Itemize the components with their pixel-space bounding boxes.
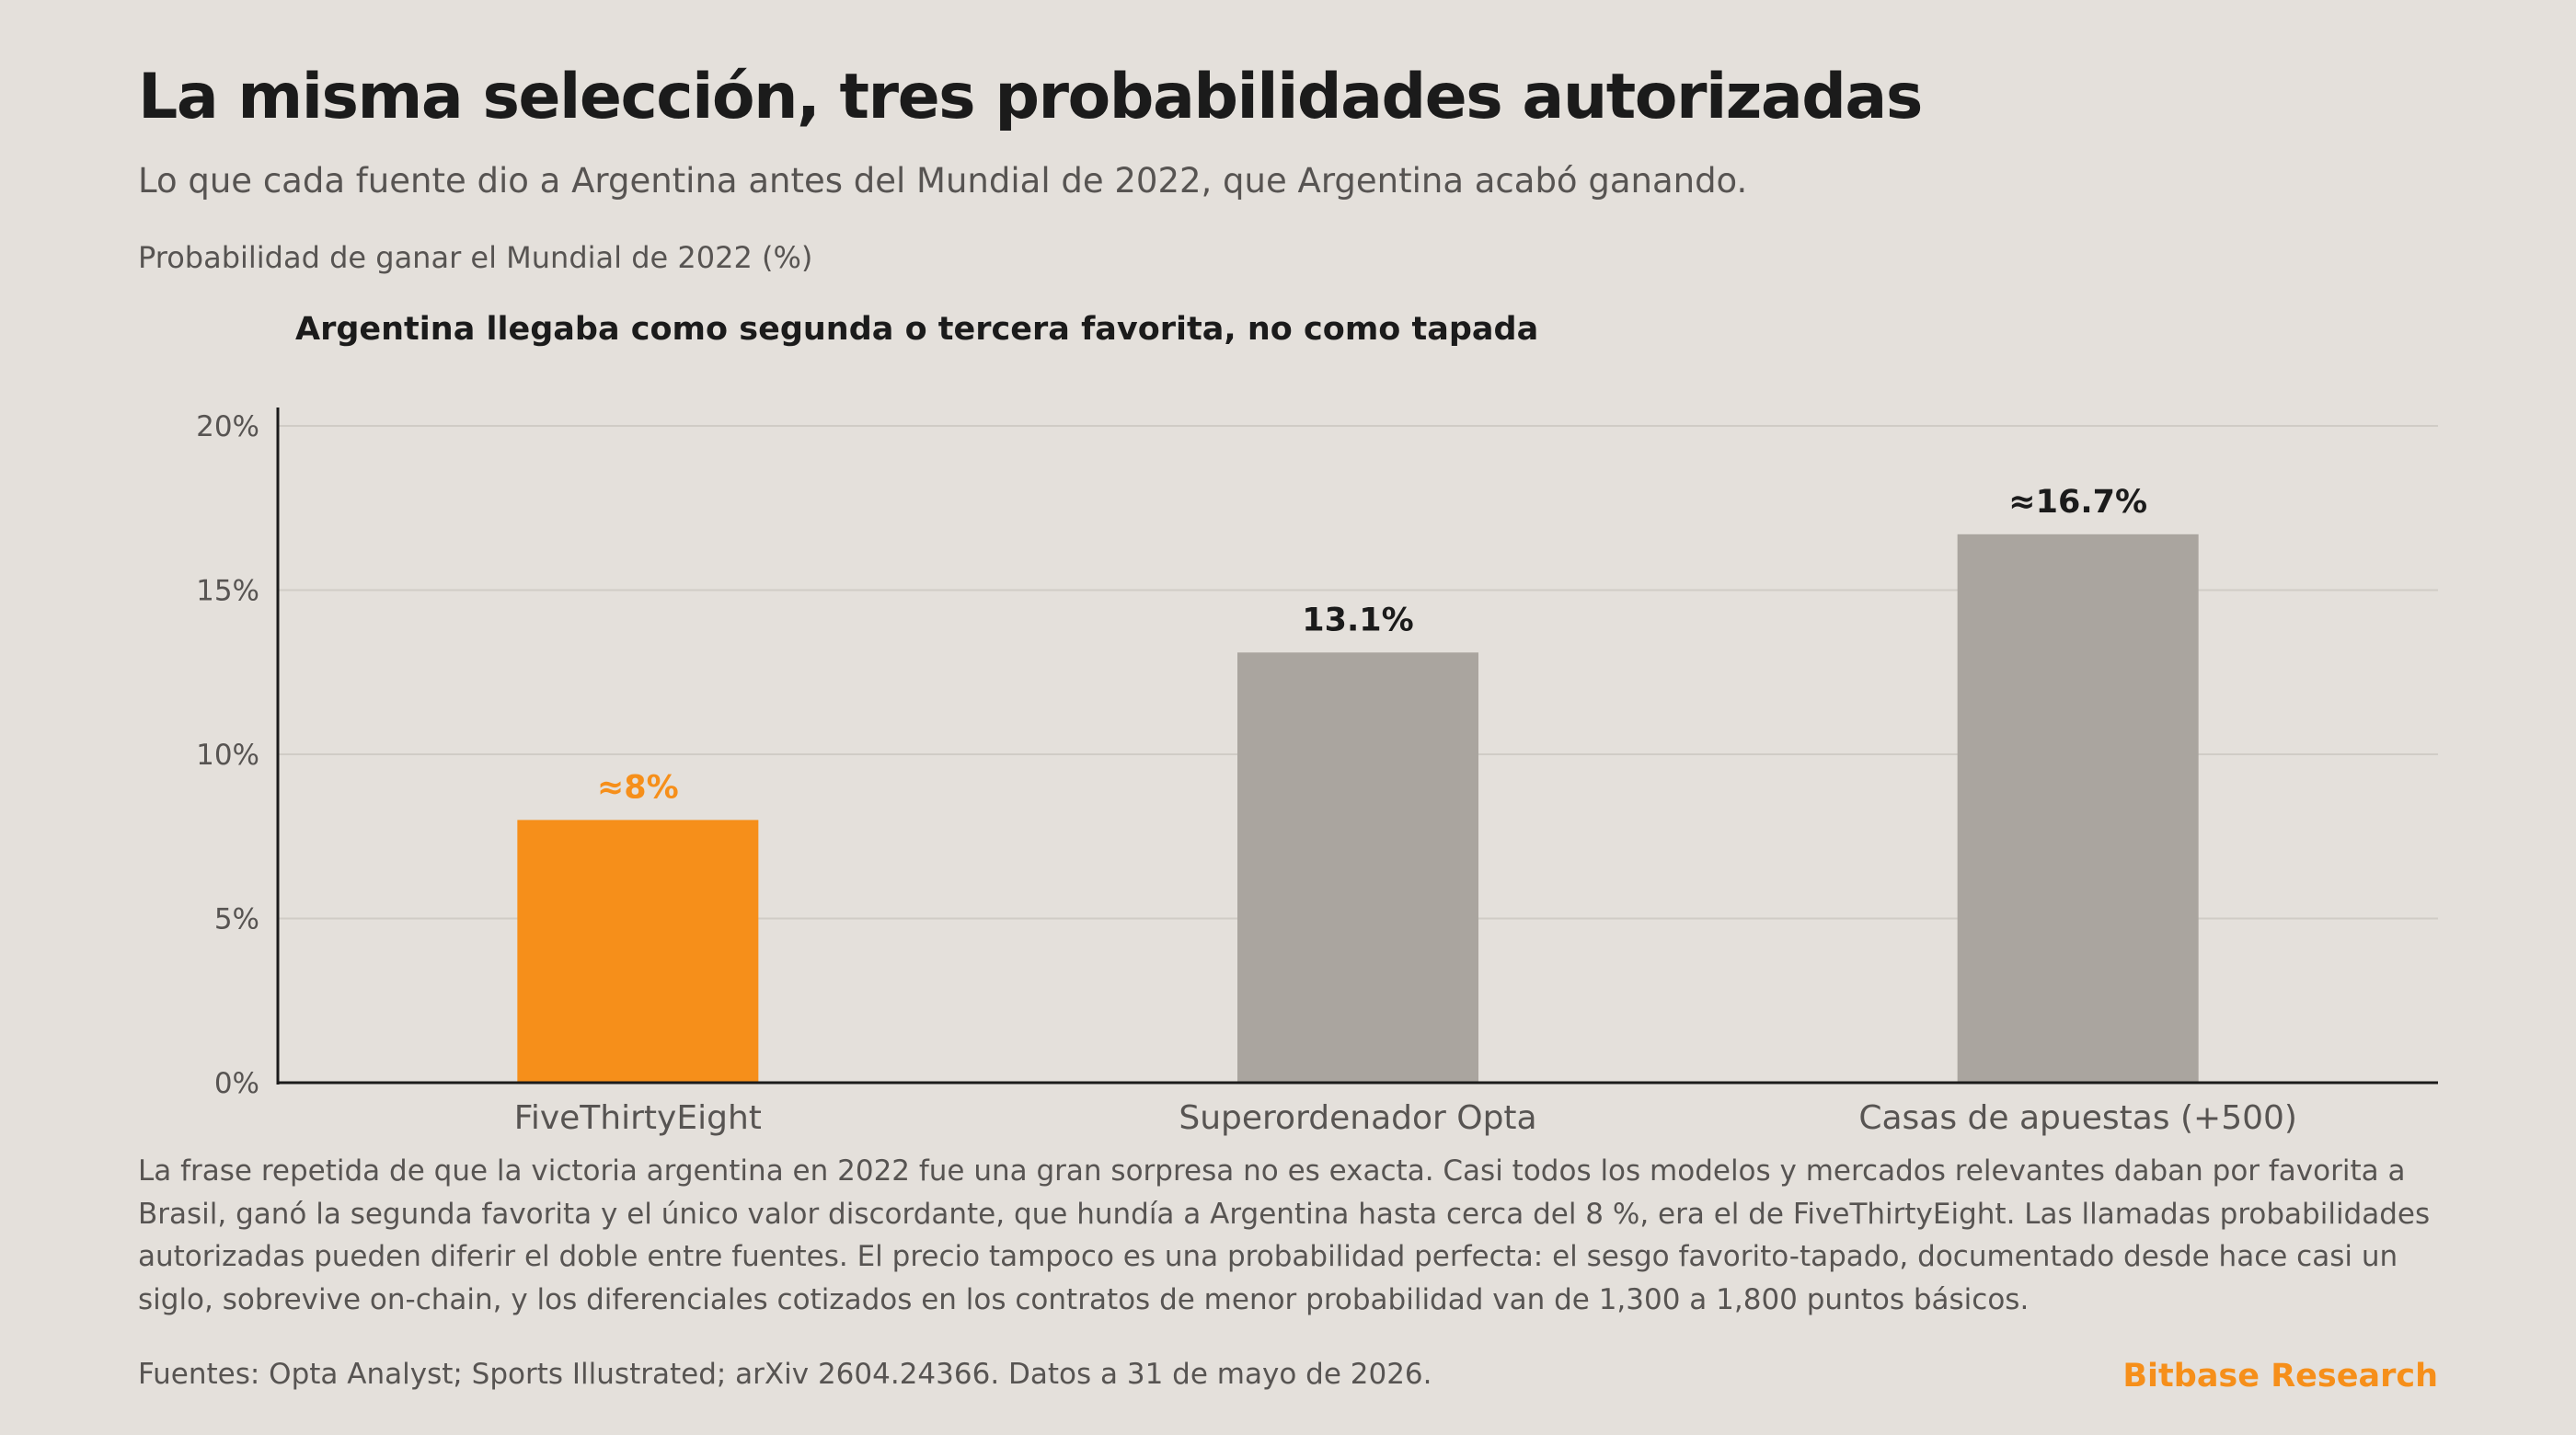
y-tick-label: 10% [196, 739, 259, 772]
page-title: La misma selección, tres probabilidades … [138, 61, 1923, 133]
bar [1237, 652, 1478, 1083]
data-label: ≈16.7% [2008, 484, 2147, 521]
chart-title: Argentina llegaba como segunda o tercera… [295, 311, 1539, 348]
labels: 0% 5% 10% 15% 20% ≈8% FiveThirtyEight 13.1% Supe… [196, 410, 2297, 1137]
data-label: 13.1% [1302, 602, 1413, 638]
x-tick-label: FiveThirtyEight [514, 1099, 762, 1137]
explanatory-paragraph: La frase repetida de que la victoria arg… [138, 1154, 2431, 1316]
y-tick-label: 0% [214, 1067, 259, 1100]
x-tick-label: Superordenador Opta [1179, 1099, 1536, 1137]
data-label: ≈8% [597, 769, 679, 806]
axes [276, 408, 2438, 1085]
x-tick-label: Casas de apuestas (+500) [1858, 1099, 2297, 1137]
brand-logo-text: Bitbase Research [2122, 1358, 2438, 1395]
y-axis-caption: Probabilidad de ganar el Mundial de 2022… [138, 240, 813, 275]
y-tick-label: 5% [214, 903, 259, 936]
bars [517, 534, 2199, 1083]
bar [1957, 534, 2199, 1083]
y-tick-label: 15% [196, 575, 259, 608]
sources-note: Fuentes: Opta Analyst; Sports Illustrate… [138, 1358, 1432, 1391]
page-subtitle: Lo que cada fuente dio a Argentina antes… [138, 161, 1748, 201]
y-tick-label: 20% [196, 410, 259, 443]
bar [517, 820, 759, 1083]
